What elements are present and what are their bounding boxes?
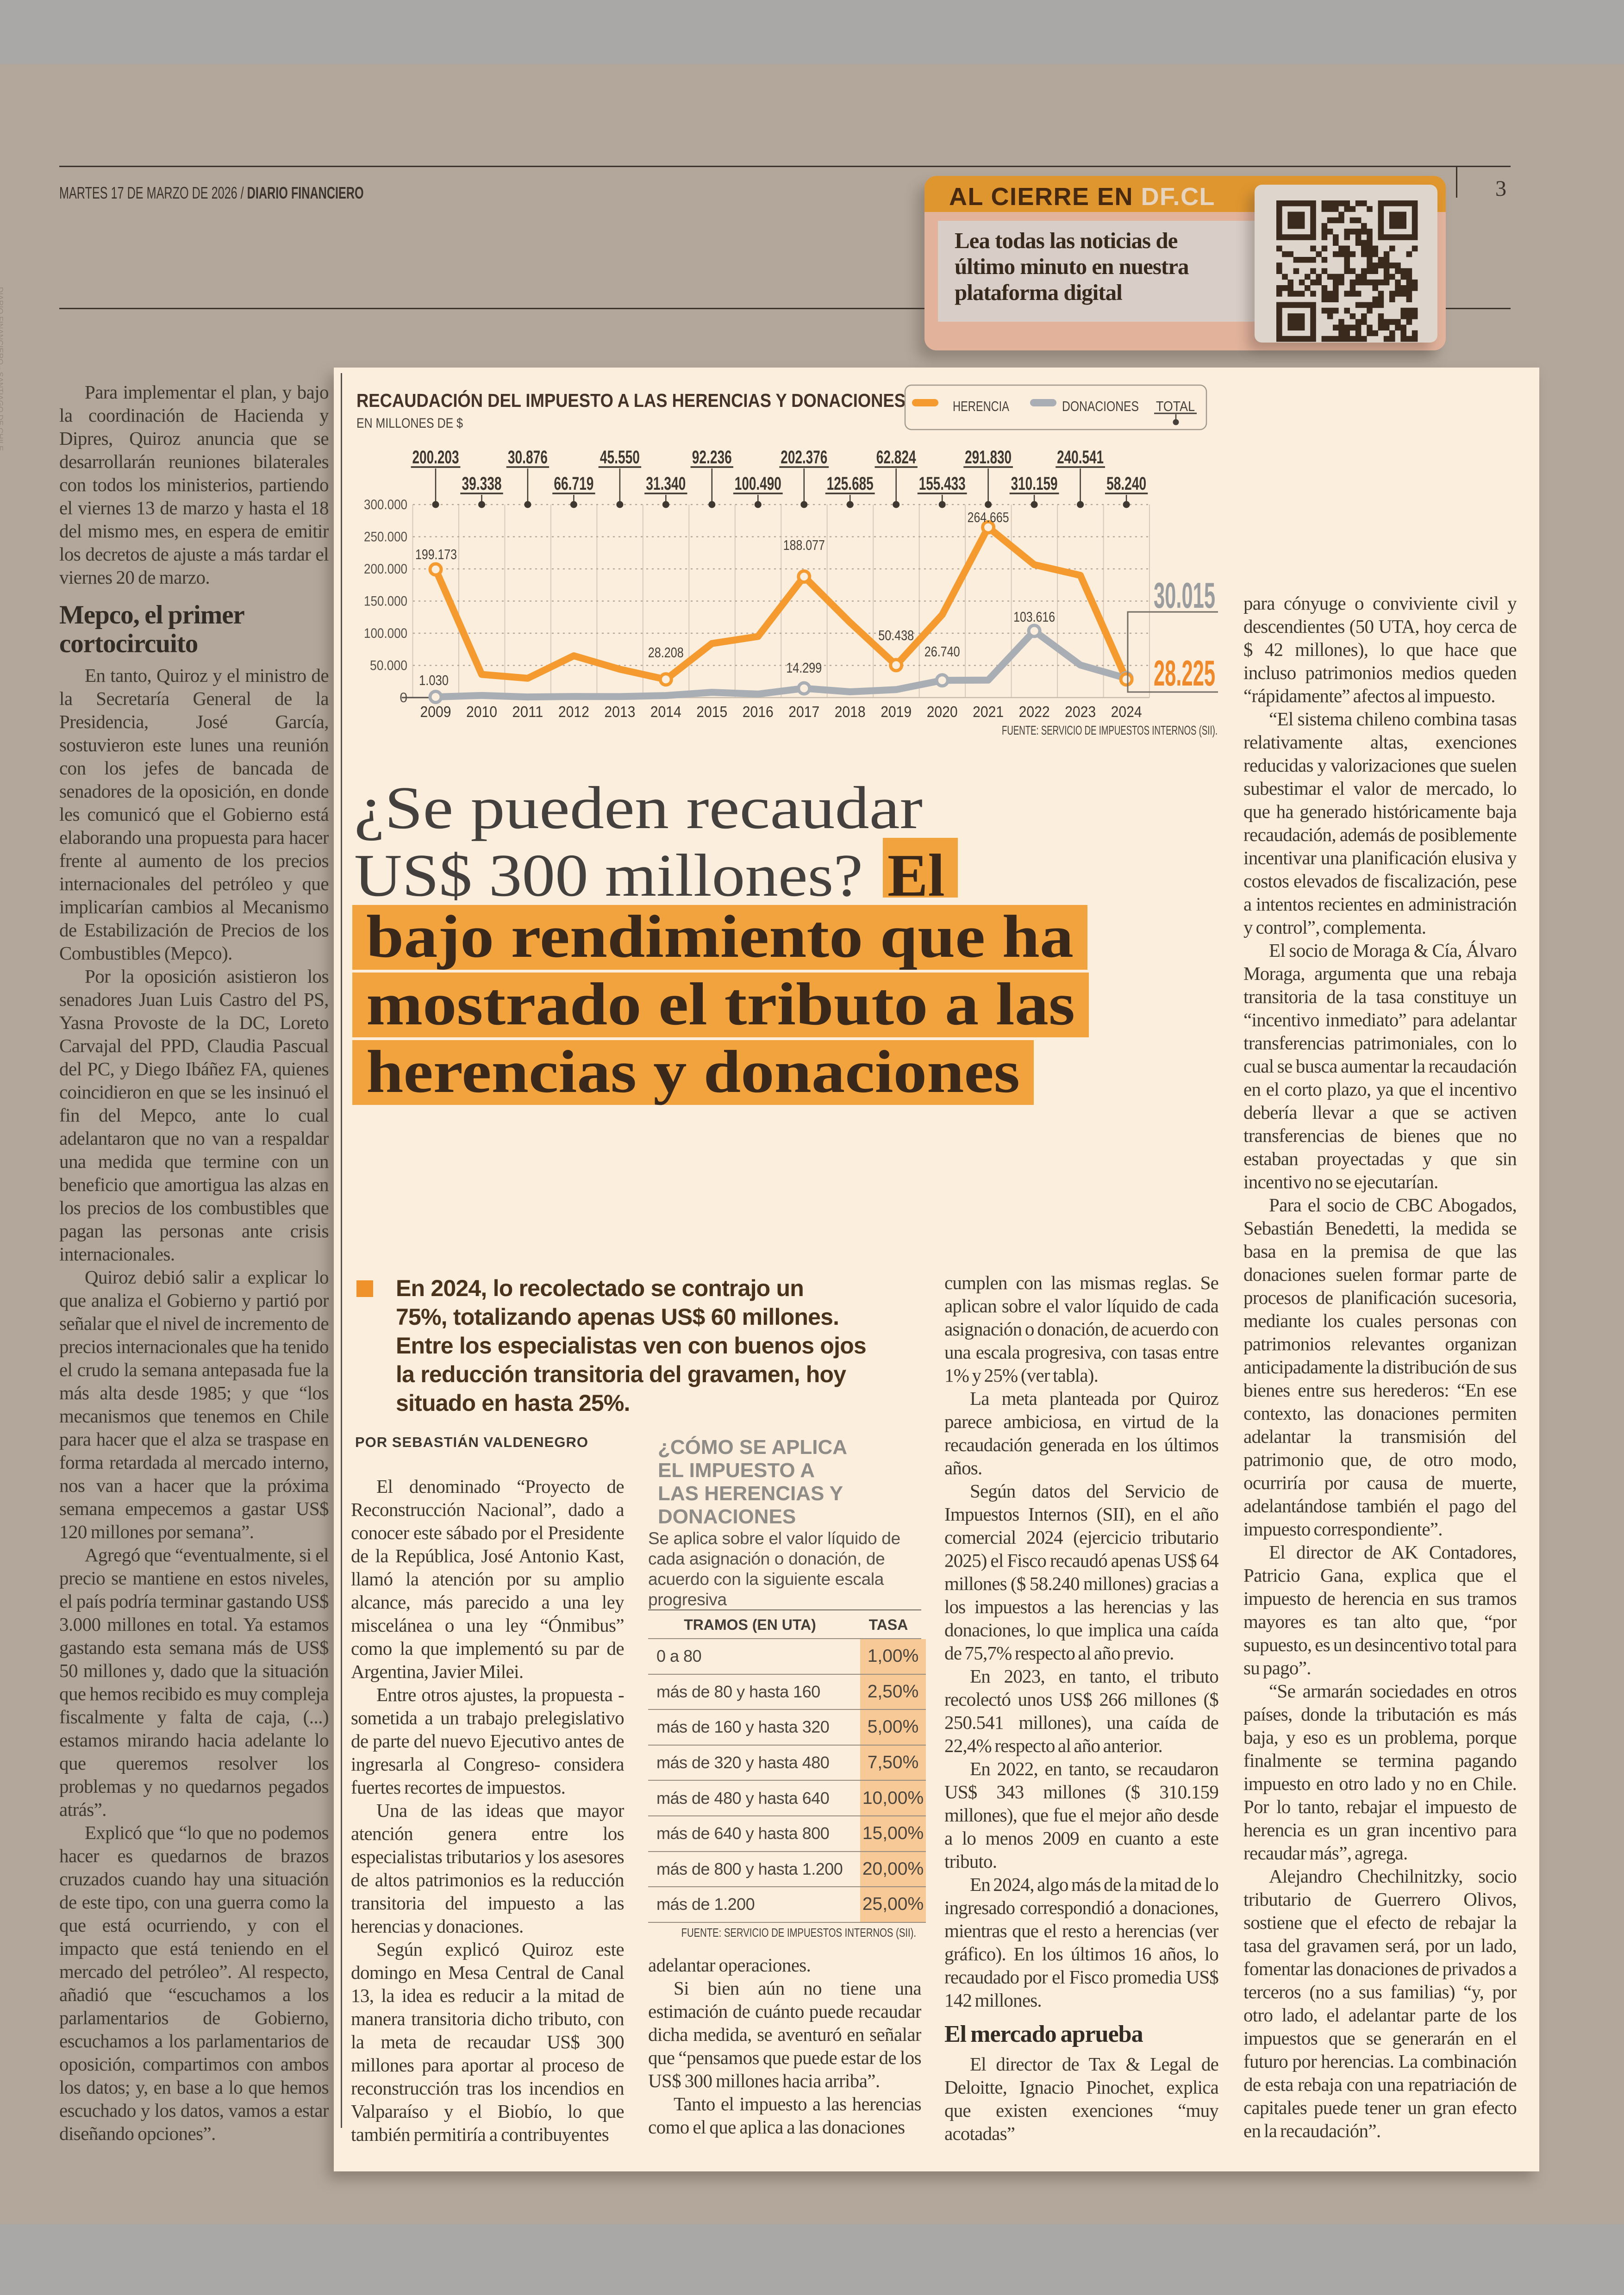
svg-text:TOTAL: TOTAL	[1156, 398, 1195, 414]
svg-text:2024: 2024	[1111, 703, 1142, 720]
svg-text:2013: 2013	[604, 703, 635, 720]
svg-text:202.376: 202.376	[781, 447, 827, 468]
svg-text:2014: 2014	[650, 703, 681, 720]
svg-text:EN MILLONES DE $: EN MILLONES DE $	[356, 416, 463, 431]
svg-text:155.433: 155.433	[919, 474, 966, 494]
svg-text:250.000: 250.000	[364, 530, 407, 545]
svg-text:2018: 2018	[835, 703, 866, 720]
svg-text:28.225: 28.225	[1154, 653, 1215, 693]
svg-text:14.299: 14.299	[786, 660, 822, 676]
svg-text:mostrado el tributo a las: mostrado el tributo a las	[366, 971, 1075, 1038]
svg-text:¿Se pueden recaudar: ¿Se pueden recaudar	[354, 774, 923, 842]
svg-text:103.616: 103.616	[1013, 609, 1055, 625]
svg-text:92.236: 92.236	[692, 447, 732, 468]
svg-text:200.000: 200.000	[364, 561, 407, 577]
svg-text:RECAUDACIÓN DEL IMPUESTO A LAS: RECAUDACIÓN DEL IMPUESTO A LAS HERENCIAS…	[356, 390, 906, 411]
svg-text:1.030: 1.030	[419, 672, 449, 688]
svg-text:300.000: 300.000	[364, 497, 407, 512]
svg-text:62.824: 62.824	[876, 447, 917, 468]
svg-text:45.550: 45.550	[600, 447, 640, 468]
svg-text:240.541: 240.541	[1057, 447, 1104, 468]
svg-text:2016: 2016	[743, 703, 774, 720]
svg-text:200.203: 200.203	[412, 447, 459, 468]
svg-text:150.000: 150.000	[364, 594, 407, 609]
svg-text:2023: 2023	[1065, 703, 1096, 720]
svg-text:2012: 2012	[558, 703, 589, 720]
svg-text:US$ 300 millones?: US$ 300 millones?	[354, 842, 863, 909]
svg-text:58.240: 58.240	[1106, 474, 1146, 494]
svg-text:310.159: 310.159	[1011, 474, 1058, 494]
svg-text:2017: 2017	[788, 703, 819, 720]
svg-text:El: El	[887, 842, 945, 909]
svg-text:2015: 2015	[696, 703, 727, 720]
svg-text:herencias y donaciones: herencias y donaciones	[366, 1038, 1020, 1105]
svg-text:DONACIONES: DONACIONES	[1062, 398, 1139, 414]
svg-text:2019: 2019	[881, 703, 912, 720]
svg-text:2010: 2010	[466, 703, 497, 720]
svg-text:264.665: 264.665	[968, 509, 1009, 525]
svg-text:2009: 2009	[420, 703, 451, 720]
svg-text:2022: 2022	[1019, 703, 1050, 720]
svg-text:30.015: 30.015	[1154, 575, 1215, 616]
svg-text:2021: 2021	[973, 703, 1004, 720]
svg-text:291.830: 291.830	[965, 447, 1012, 468]
svg-text:bajo rendimiento que ha: bajo rendimiento que ha	[366, 903, 1074, 970]
svg-text:0: 0	[400, 690, 407, 705]
svg-text:125.685: 125.685	[827, 474, 874, 494]
svg-text:HERENCIA: HERENCIA	[953, 398, 1009, 414]
svg-text:66.719: 66.719	[554, 474, 593, 494]
svg-text:FUENTE: SERVICIO DE IMPUESTOS: FUENTE: SERVICIO DE IMPUESTOS INTERNOS (…	[1002, 723, 1218, 737]
svg-text:50.000: 50.000	[370, 658, 407, 674]
svg-text:188.077: 188.077	[783, 537, 825, 553]
svg-text:39.338: 39.338	[462, 474, 502, 494]
svg-text:28.208: 28.208	[648, 644, 684, 661]
svg-text:50.438: 50.438	[878, 627, 914, 643]
svg-text:31.340: 31.340	[646, 474, 686, 494]
svg-text:199.173: 199.173	[415, 546, 457, 562]
svg-text:2011: 2011	[512, 703, 543, 720]
svg-text:100.490: 100.490	[735, 474, 781, 494]
svg-text:100.000: 100.000	[364, 626, 407, 641]
svg-text:26.740: 26.740	[924, 643, 960, 660]
svg-text:2020: 2020	[927, 703, 958, 720]
svg-text:30.876: 30.876	[508, 447, 548, 468]
